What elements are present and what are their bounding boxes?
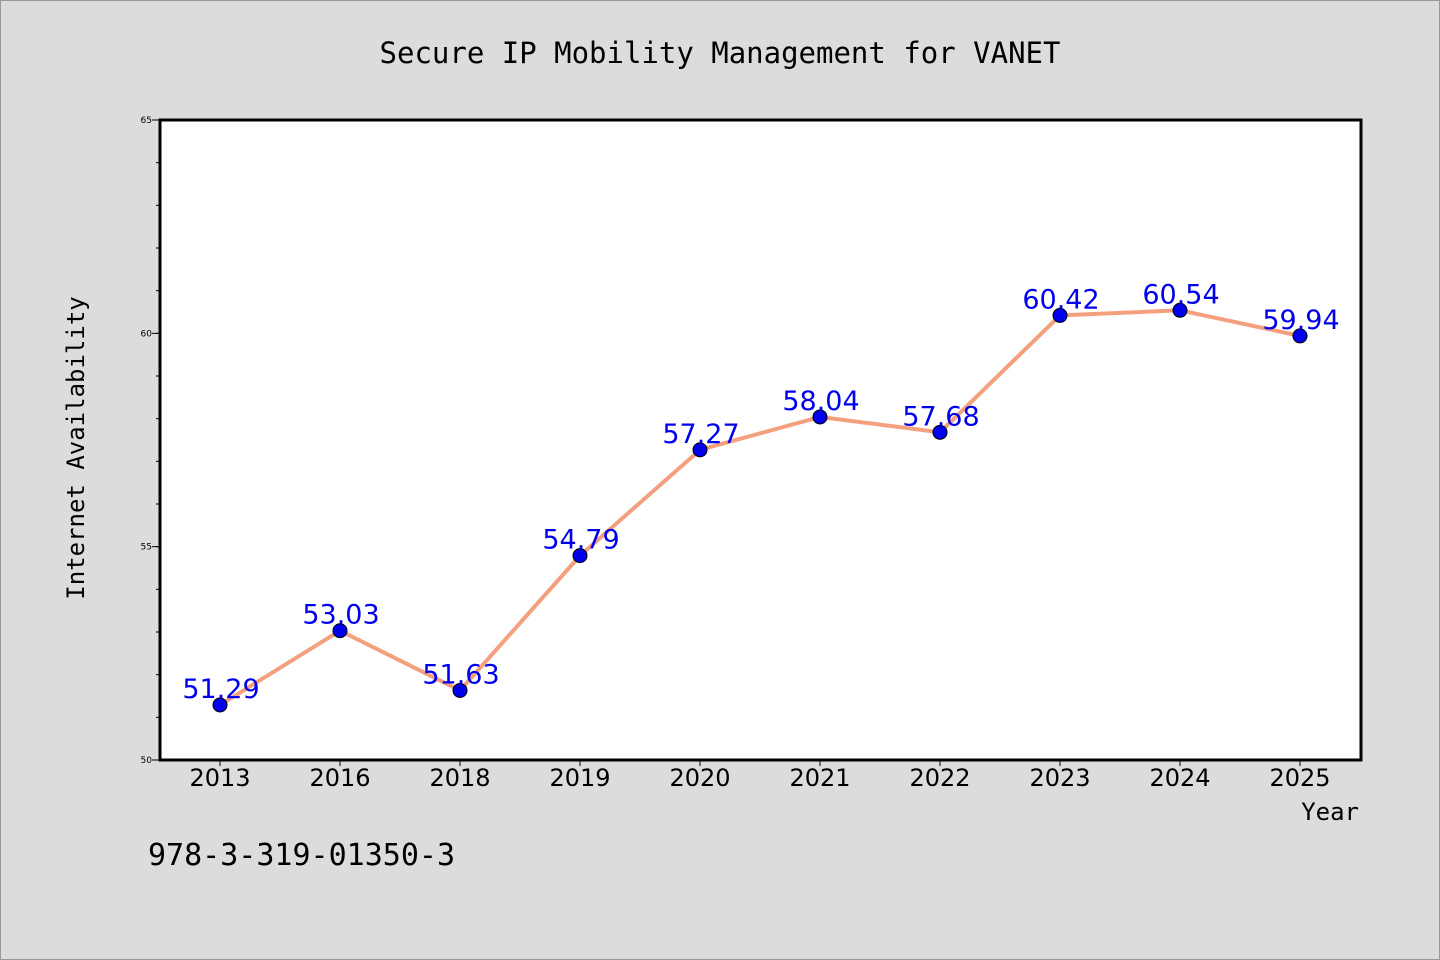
chart-title: Secure IP Mobility Management for VANET (380, 36, 1061, 70)
data-point (812, 409, 828, 425)
y-axis-label: Internet Availability (62, 296, 90, 599)
data-label: 53.03 (302, 600, 379, 631)
data-label: 51.63 (422, 659, 499, 690)
data-point (932, 424, 948, 440)
y-tick-label: 65 (141, 116, 152, 126)
data-point (1292, 328, 1308, 344)
data-point (572, 548, 588, 564)
data-label: 58.04 (782, 386, 859, 417)
plot-area (158, 118, 1363, 762)
annotation-text: 978-3-319-01350-3 (148, 838, 455, 873)
x-tick-label: 2019 (549, 764, 610, 792)
series-line (218, 308, 1301, 707)
data-point (1052, 307, 1068, 323)
data-label: 57.27 (662, 419, 739, 450)
x-tick-label: 2025 (1269, 764, 1330, 792)
data-label: 51.29 (182, 674, 259, 705)
data-label: 59.94 (1262, 305, 1339, 336)
x-tick-label: 2018 (429, 764, 490, 792)
data-label: 60.42 (1022, 284, 1099, 315)
data-label: 57.68 (902, 401, 979, 432)
data-label: 54.79 (542, 525, 619, 556)
data-label: 60.54 (1142, 279, 1219, 310)
x-tick-label: 2022 (909, 764, 970, 792)
x-tick-label: 2021 (789, 764, 850, 792)
data-point (212, 697, 228, 713)
x-tick-label: 2023 (1029, 764, 1090, 792)
y-tick-label: 60 (141, 329, 153, 339)
y-tick-label: 50 (141, 756, 153, 766)
data-point (452, 682, 468, 698)
x-tick-label: 2013 (189, 764, 250, 792)
series-line-group (212, 302, 1308, 713)
x-axis-ticks: 2013 2016 2018 2019 2020 2021 2022 2023 2024 2025 (189, 760, 1331, 792)
x-tick-label: 2016 (309, 764, 370, 792)
y-tick-label: 55 (141, 543, 152, 553)
x-tick-label: 2024 (1149, 764, 1210, 792)
data-point (332, 623, 348, 639)
data-point (1172, 302, 1188, 318)
data-label-group: 51.29 53.03 51.63 54.79 57.27 58.04 57.68 60.42… (182, 279, 1339, 705)
x-tick-label: 2020 (669, 764, 730, 792)
data-point (692, 442, 708, 458)
y-axis-ticks: 50 55 60 65 (141, 116, 160, 766)
x-axis-label: Year (1301, 798, 1359, 826)
